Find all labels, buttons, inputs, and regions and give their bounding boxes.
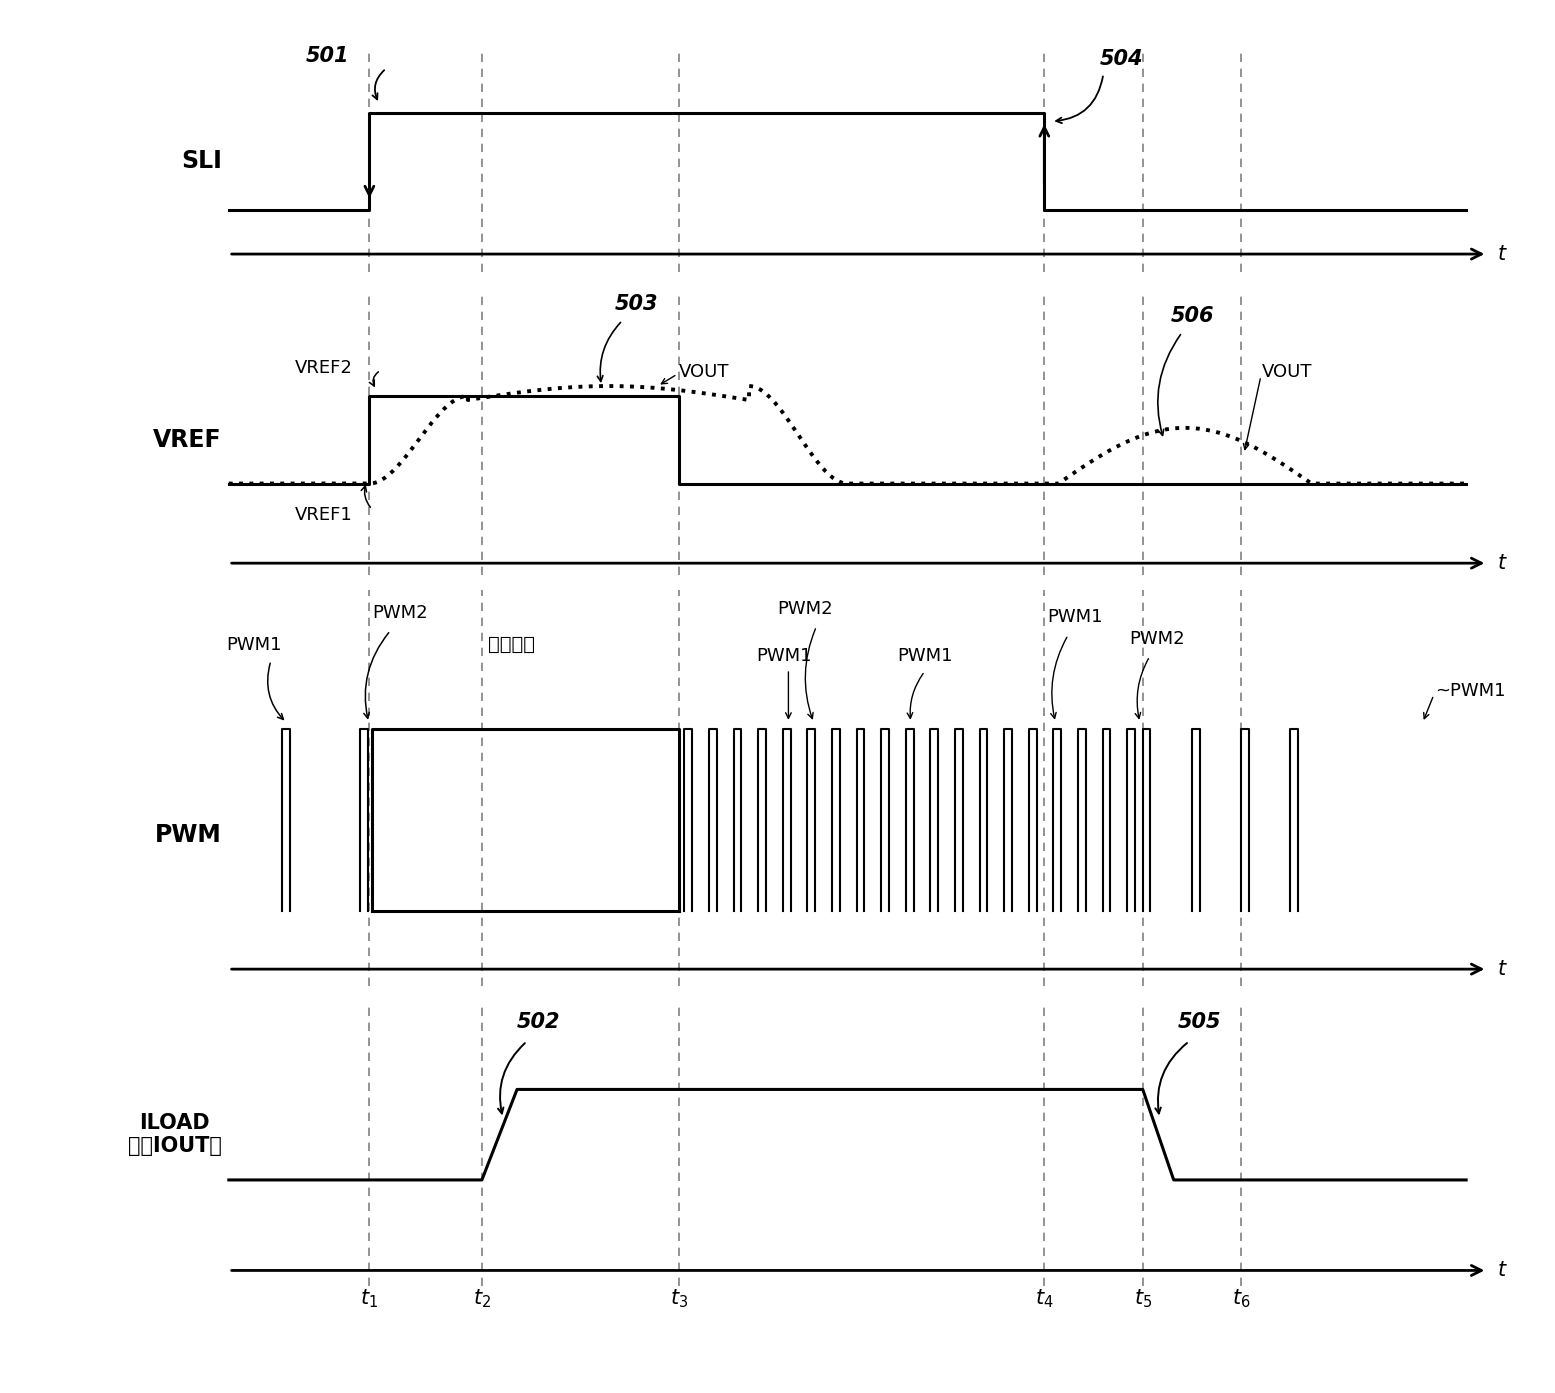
Text: $t$: $t$ xyxy=(1497,960,1508,979)
Text: 501: 501 xyxy=(305,46,348,65)
Text: VREF1: VREF1 xyxy=(295,507,353,524)
Text: VOUT: VOUT xyxy=(1263,364,1312,382)
Text: PWM1: PWM1 xyxy=(1048,609,1102,627)
Text: $t$: $t$ xyxy=(1497,244,1508,265)
Text: 502: 502 xyxy=(516,1011,560,1032)
Text: VREF: VREF xyxy=(152,428,222,451)
Text: PWM1: PWM1 xyxy=(897,646,953,664)
Text: $t_3$: $t_3$ xyxy=(670,1287,687,1311)
Text: ~PWM1: ~PWM1 xyxy=(1435,681,1505,699)
Text: $t$: $t$ xyxy=(1497,553,1508,573)
Text: $t$: $t$ xyxy=(1497,1261,1508,1280)
Text: PWM1: PWM1 xyxy=(227,637,281,655)
Text: $t_6$: $t_6$ xyxy=(1232,1287,1250,1311)
Text: VOUT: VOUT xyxy=(678,364,729,382)
Text: $t_5$: $t_5$ xyxy=(1134,1287,1152,1311)
Text: 同时导通: 同时导通 xyxy=(488,635,535,655)
Text: ILOAD
（或IOUT）: ILOAD （或IOUT） xyxy=(128,1113,222,1156)
Text: PWM2: PWM2 xyxy=(373,605,428,621)
Text: $t_2$: $t_2$ xyxy=(473,1287,491,1311)
Text: 504: 504 xyxy=(1099,50,1143,70)
Text: VREF2: VREF2 xyxy=(294,359,353,378)
Text: $t_1$: $t_1$ xyxy=(361,1287,378,1311)
Text: SLI: SLI xyxy=(180,149,222,173)
Text: 503: 503 xyxy=(614,294,658,315)
Text: PWM2: PWM2 xyxy=(778,599,833,617)
Text: PWM: PWM xyxy=(156,823,222,847)
Text: 505: 505 xyxy=(1177,1011,1221,1032)
Text: $t_4$: $t_4$ xyxy=(1036,1287,1054,1311)
Text: 506: 506 xyxy=(1171,306,1214,326)
Text: PWM2: PWM2 xyxy=(1129,630,1185,648)
Text: PWM1: PWM1 xyxy=(756,646,812,664)
